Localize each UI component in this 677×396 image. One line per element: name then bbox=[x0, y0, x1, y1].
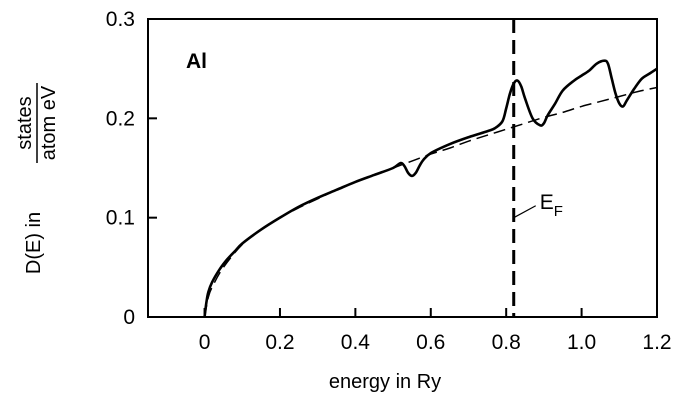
y-axis-title-prefix: D(E) in bbox=[23, 212, 45, 274]
panel-label: Al bbox=[186, 50, 207, 73]
fermi-label-subscript: F bbox=[554, 203, 563, 220]
x-tick-label: 0 bbox=[199, 331, 211, 354]
fermi-label-main: E bbox=[540, 191, 554, 214]
x-tick-label: 1.2 bbox=[642, 331, 671, 354]
x-tick-label: 0.6 bbox=[416, 331, 445, 354]
fermi-label-leader bbox=[513, 205, 537, 219]
y-tick-label: 0 bbox=[123, 306, 135, 329]
fermi-level-group: EF bbox=[512, 19, 563, 317]
plot-border bbox=[147, 18, 658, 318]
fermi-level-label: EF bbox=[540, 191, 563, 220]
y-tick-label: 0.3 bbox=[106, 8, 135, 31]
y-axis-title: D(E) in states atom eV bbox=[14, 83, 60, 274]
y-axis-title-numerator: states bbox=[14, 96, 36, 149]
x-tick-label: 0.8 bbox=[492, 331, 521, 354]
free-electron-dos-line bbox=[203, 86, 658, 318]
y-axis-title-denominator: atom eV bbox=[38, 85, 60, 160]
x-axis-title: energy in Ry bbox=[329, 371, 441, 393]
plot-frame bbox=[147, 18, 658, 318]
dos-line bbox=[203, 59, 658, 318]
y-tick-label: 0.1 bbox=[106, 207, 135, 230]
x-axis-ticks: 0 0.2 0.4 0.6 0.8 1.0 1.2 bbox=[199, 308, 672, 354]
x-tick-label: 0.4 bbox=[341, 331, 371, 354]
curves bbox=[203, 59, 658, 318]
x-tick-label: 1.0 bbox=[567, 331, 596, 354]
y-axis-ticks: 0 0.1 0.2 0.3 bbox=[106, 8, 157, 329]
x-tick-label: 0.2 bbox=[265, 331, 294, 354]
y-tick-label: 0.2 bbox=[106, 107, 135, 130]
